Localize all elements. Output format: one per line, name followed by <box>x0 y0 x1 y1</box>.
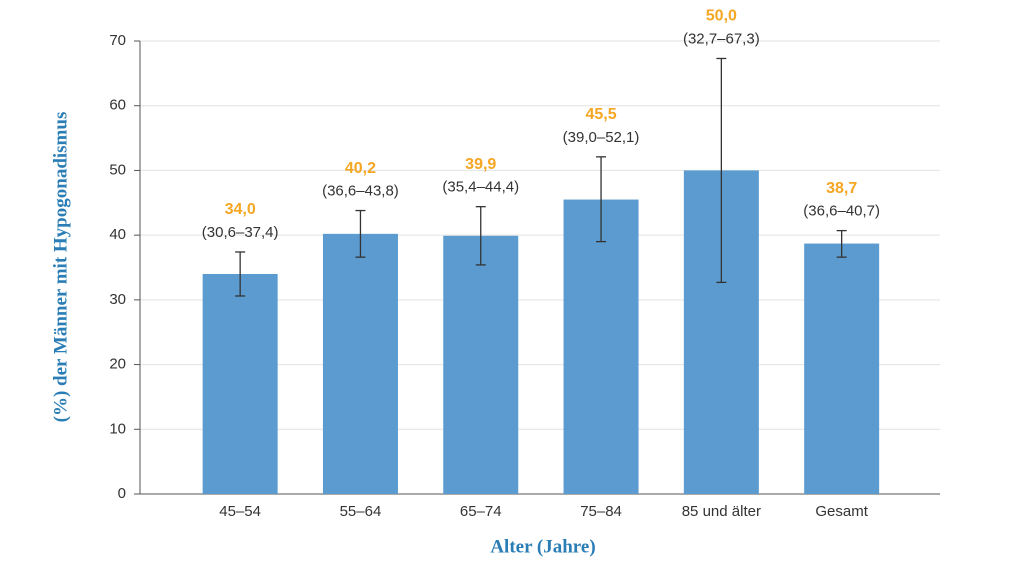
ci-label: (32,7–67,3) <box>683 30 760 47</box>
x-tick-label: 65–74 <box>460 503 502 520</box>
y-tick-label: 10 <box>109 420 126 437</box>
x-tick-label: 45–54 <box>219 503 261 520</box>
x-tick-label: 55–64 <box>340 503 382 520</box>
bar <box>563 199 639 495</box>
value-label: 38,7 <box>826 180 857 197</box>
value-label: 50,0 <box>706 8 737 25</box>
error-bar <box>355 209 366 258</box>
y-tick-label: 0 <box>118 485 126 502</box>
error-bar <box>596 156 607 243</box>
value-label: 39,9 <box>465 156 496 173</box>
error-bar <box>836 229 847 258</box>
y-tick-label: 60 <box>109 97 126 114</box>
ci-label: (39,0–52,1) <box>563 129 640 146</box>
value-label: 45,5 <box>585 106 616 123</box>
bar <box>804 243 880 494</box>
value-label: 34,0 <box>225 201 256 218</box>
bar <box>202 273 278 494</box>
error-bar <box>235 251 246 297</box>
ci-label: (35,4–44,4) <box>442 179 519 196</box>
x-tick-label: 75–84 <box>580 503 622 520</box>
y-tick-label: 50 <box>109 161 126 178</box>
x-axis-title: Alter (Jahre) <box>490 536 595 557</box>
x-tick-label: 85 und älter <box>682 503 761 520</box>
x-tick-label: Gesamt <box>815 503 868 520</box>
error-bar <box>475 206 486 266</box>
ci-label: (36,6–40,7) <box>803 203 880 220</box>
value-label: 40,2 <box>345 160 376 177</box>
y-tick-label: 20 <box>109 356 126 373</box>
y-axis-title: (%) der Männer mit Hypogonadismus <box>50 112 71 423</box>
y-tick-label: 30 <box>109 291 126 308</box>
error-bar <box>716 57 727 284</box>
bar <box>443 235 519 495</box>
ci-label: (30,6–37,4) <box>202 224 279 241</box>
y-tick-label: 40 <box>109 226 126 243</box>
y-tick-label: 70 <box>109 32 126 49</box>
bar <box>322 233 398 494</box>
ci-label: (36,6–43,8) <box>322 183 399 200</box>
